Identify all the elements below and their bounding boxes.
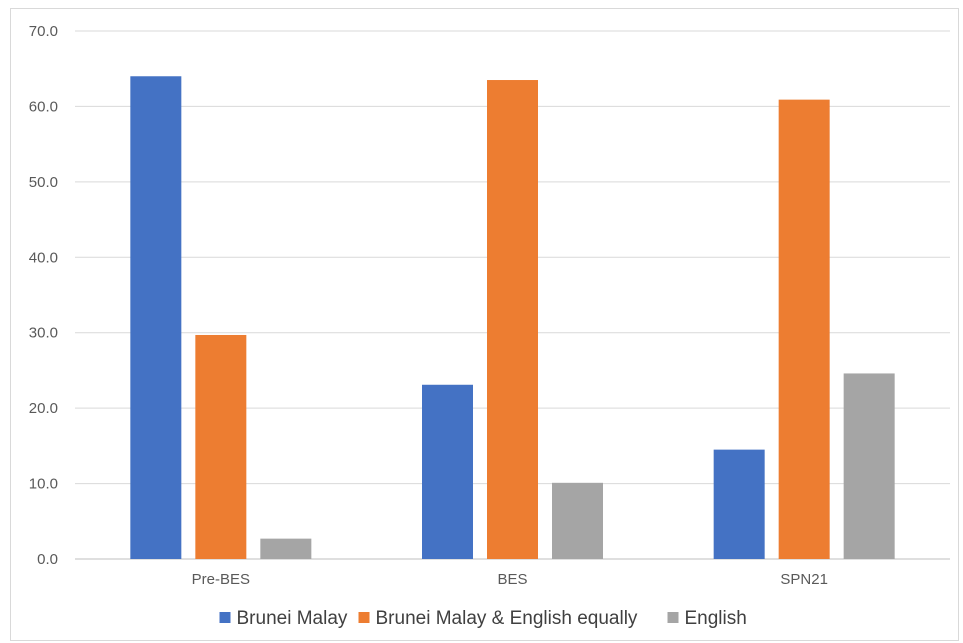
x-category-label: Pre-BES <box>192 571 250 588</box>
bar-brunei-malay-pre-bes <box>130 76 182 559</box>
y-tick-label: 20.0 <box>29 400 58 417</box>
legend: Brunei Malay Brunei Malay & English equal… <box>219 608 747 629</box>
y-tick-label: 0.0 <box>37 551 58 568</box>
y-axis-ticks: 0.0 10.0 20.0 30.0 40.0 50.0 60.0 70.0 <box>29 23 58 568</box>
legend-label: English <box>685 608 747 629</box>
x-axis-labels: Pre-BES BES SPN21 <box>192 571 828 588</box>
bar-brunei-malay-spn21 <box>713 449 765 559</box>
bars <box>130 76 895 560</box>
legend-label: Brunei Malay <box>237 608 348 629</box>
bar-english-pre-bes <box>260 538 312 559</box>
bar-brunei-malay-english-equally-bes <box>487 80 538 560</box>
legend-swatch <box>667 612 679 623</box>
y-tick-label: 60.0 <box>29 98 58 115</box>
y-tick-label: 50.0 <box>29 174 58 191</box>
legend-swatch <box>219 612 231 623</box>
y-tick-label: 10.0 <box>29 476 58 493</box>
legend-label: Brunei Malay & English equally <box>376 608 638 629</box>
x-category-label: SPN21 <box>780 571 828 588</box>
y-tick-label: 30.0 <box>29 325 58 342</box>
y-tick-label: 40.0 <box>29 249 58 266</box>
x-category-label: BES <box>497 571 527 588</box>
bar-brunei-malay-bes <box>422 384 473 559</box>
legend-swatch <box>358 612 370 623</box>
bar-english-spn21 <box>843 373 895 559</box>
bar-brunei-malay-english-equally-spn21 <box>778 99 830 559</box>
bar-brunei-malay-english-equally-pre-bes <box>195 334 247 559</box>
bar-english-bes <box>552 482 603 559</box>
y-tick-label: 70.0 <box>29 23 58 40</box>
